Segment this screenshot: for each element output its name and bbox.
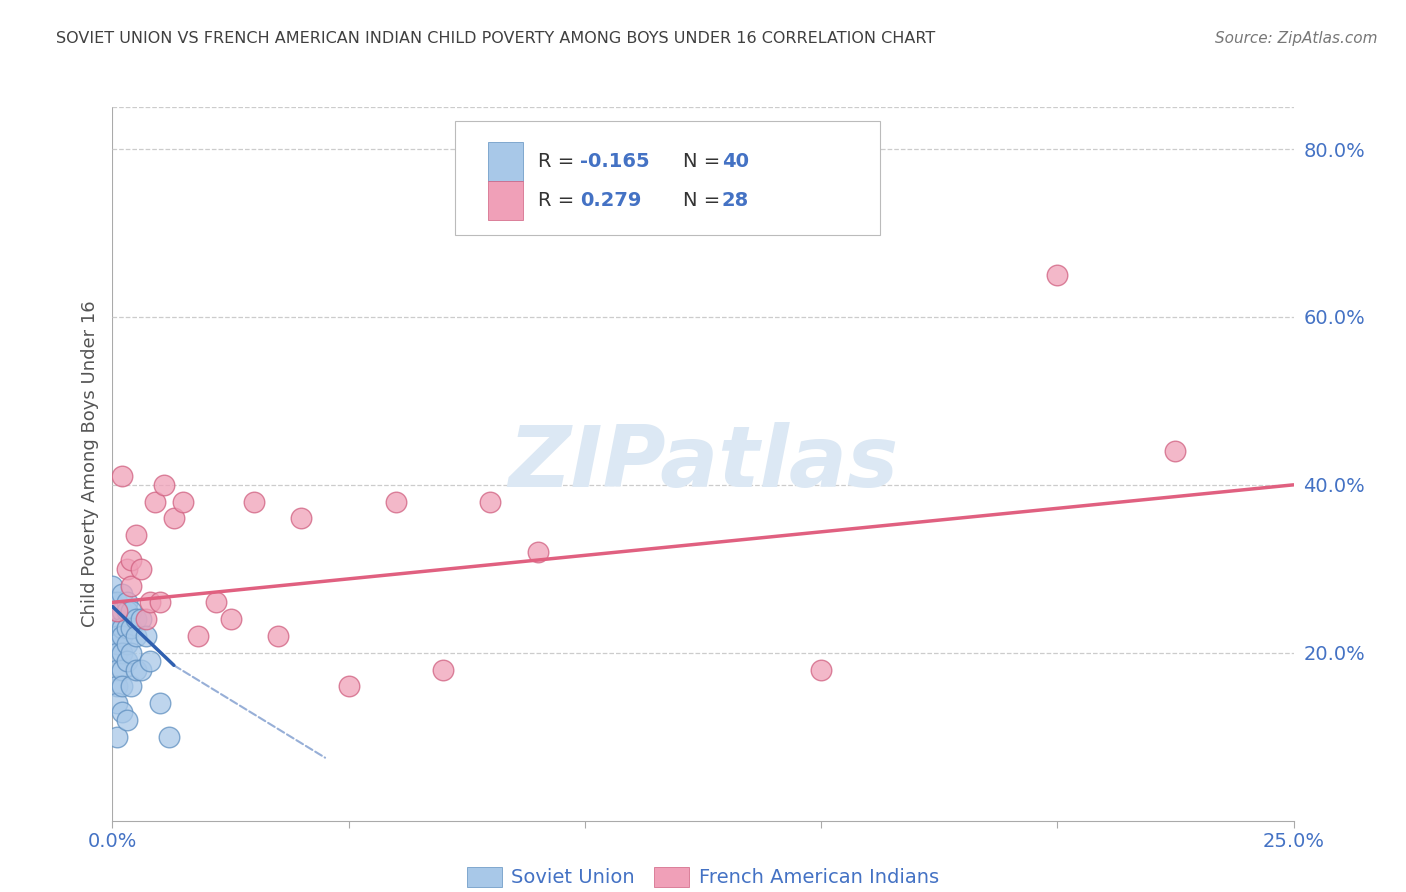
Point (105, 696, 128, 710)
Point (157, 730, 180, 744)
Point (115, 637, 138, 651)
Point (111, 705, 134, 719)
Point (105, 679, 128, 693)
Point (1164, 444, 1187, 458)
Point (120, 679, 142, 693)
Point (163, 511, 186, 525)
Point (139, 595, 162, 609)
Point (111, 621, 134, 635)
Point (810, 663, 832, 677)
Point (243, 494, 266, 508)
Point (120, 646, 142, 660)
Text: 0.279: 0.279 (581, 191, 641, 210)
Point (125, 629, 148, 643)
Point (290, 511, 312, 525)
Point (111, 663, 134, 677)
Point (101, 578, 124, 592)
Point (129, 562, 152, 576)
Point (385, 494, 408, 508)
Point (105, 604, 128, 618)
Point (120, 578, 142, 592)
Point (111, 629, 134, 643)
Point (139, 654, 162, 668)
Point (125, 528, 148, 542)
Point (186, 629, 208, 643)
Point (337, 679, 360, 693)
Point (149, 696, 172, 710)
Point (219, 612, 242, 626)
Text: -0.165: -0.165 (581, 153, 650, 171)
Point (1046, 268, 1069, 282)
Point (115, 654, 138, 668)
Point (111, 679, 134, 693)
Point (205, 595, 228, 609)
Point (149, 595, 172, 609)
Point (120, 553, 142, 567)
Point (105, 637, 128, 651)
Point (125, 612, 148, 626)
Point (120, 604, 142, 618)
Text: R =: R = (537, 191, 581, 210)
Point (105, 663, 128, 677)
Point (111, 646, 134, 660)
Point (526, 545, 548, 559)
Point (479, 494, 502, 508)
Text: ZIPatlas: ZIPatlas (508, 422, 898, 506)
Text: Source: ZipAtlas.com: Source: ZipAtlas.com (1215, 31, 1378, 46)
Point (115, 562, 138, 576)
Point (135, 629, 157, 643)
Point (143, 494, 166, 508)
Point (172, 494, 194, 508)
Text: SOVIET UNION VS FRENCH AMERICAN INDIAN CHILD POVERTY AMONG BOYS UNDER 16 CORRELA: SOVIET UNION VS FRENCH AMERICAN INDIAN C… (56, 31, 935, 46)
Point (111, 587, 134, 601)
Point (105, 629, 128, 643)
Point (105, 730, 128, 744)
Point (129, 612, 152, 626)
Bar (488, 142, 523, 181)
Point (105, 595, 128, 609)
Point (267, 629, 290, 643)
Text: N =: N = (683, 153, 727, 171)
Y-axis label: Child Poverty Among Boys Under 16: Child Poverty Among Boys Under 16 (80, 301, 98, 627)
Point (105, 621, 128, 635)
Point (153, 478, 176, 492)
Point (101, 595, 124, 609)
Point (105, 612, 128, 626)
Point (120, 621, 142, 635)
Text: N =: N = (683, 191, 727, 210)
Text: 40: 40 (721, 153, 749, 171)
Point (135, 612, 157, 626)
FancyBboxPatch shape (456, 121, 880, 235)
Point (115, 604, 138, 618)
Point (111, 604, 134, 618)
Point (432, 663, 454, 677)
Point (105, 646, 128, 660)
Text: 28: 28 (721, 191, 749, 210)
Text: R =: R = (537, 153, 581, 171)
Point (129, 663, 152, 677)
Point (115, 713, 138, 727)
Point (115, 595, 138, 609)
Legend: Soviet Union, French American Indians: Soviet Union, French American Indians (461, 861, 945, 892)
Point (111, 469, 134, 483)
Bar (488, 180, 523, 219)
Point (105, 604, 128, 618)
Point (115, 621, 138, 635)
Point (125, 663, 148, 677)
